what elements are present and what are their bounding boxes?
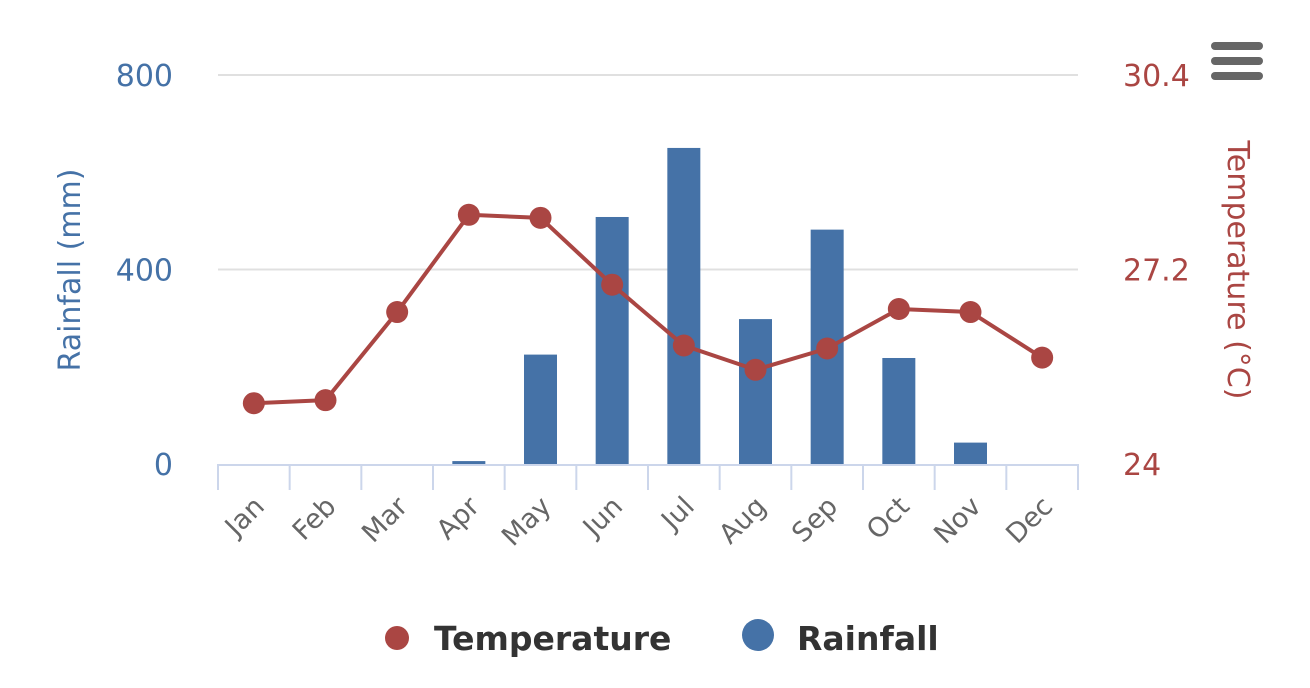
- y-left-tick-label: 400: [116, 254, 173, 289]
- menu-button[interactable]: [1211, 42, 1263, 80]
- legend-label-temperature: Temperature: [434, 619, 671, 658]
- rainfall-bar[interactable]: [739, 319, 772, 464]
- rainfall-bar[interactable]: [595, 216, 629, 464]
- temperature-point[interactable]: [744, 358, 767, 381]
- temperature-point[interactable]: [314, 389, 337, 412]
- legend: Temperature Rainfall: [385, 619, 939, 658]
- rainfall-bar[interactable]: [524, 354, 557, 464]
- temperature-point[interactable]: [959, 301, 982, 324]
- hamburger-menu-icon: [1211, 42, 1263, 80]
- y-left-tick-label: 0: [154, 448, 173, 483]
- temperature-point[interactable]: [386, 301, 409, 324]
- y-axis-left-title: Rainfall (mm): [53, 169, 88, 372]
- temperature-point[interactable]: [457, 203, 480, 226]
- legend-marker-rainfall: [742, 619, 774, 651]
- grid-lines: [218, 74, 1078, 271]
- temperature-point[interactable]: [887, 298, 910, 321]
- x-tick-label: Nov: [928, 491, 987, 550]
- rainfall-bar[interactable]: [452, 461, 486, 464]
- x-tick-label: May: [496, 491, 557, 552]
- y-axis-right-title: Temperature (°C): [1220, 140, 1255, 400]
- x-tick-label: Aug: [713, 491, 772, 550]
- temperature-point[interactable]: [529, 206, 552, 229]
- legend-item-rainfall[interactable]: Rainfall: [742, 619, 939, 658]
- legend-item-temperature[interactable]: Temperature: [385, 619, 671, 658]
- rainfall-bar[interactable]: [882, 357, 916, 464]
- axis-labels: 0 400 800 24 27.2 30.4 Jan Feb Mar Apr May Jun Jul Au…: [116, 59, 1190, 552]
- temperature-line-path: [253, 212, 1044, 406]
- x-tick-label: Mar: [356, 490, 415, 549]
- legend-label-rainfall: Rainfall: [797, 619, 939, 658]
- y-right-tick-label: 24: [1123, 448, 1161, 483]
- x-axis: [217, 464, 1079, 490]
- x-tick-label: Jun: [576, 491, 629, 544]
- x-tick-label: Oct: [861, 491, 916, 546]
- temperature-line: [242, 203, 1054, 415]
- y-left-tick-label: 800: [116, 59, 173, 94]
- y-right-tick-label: 30.4: [1123, 59, 1190, 94]
- x-tick-label: Feb: [287, 491, 343, 547]
- rainfall-bar[interactable]: [954, 442, 987, 464]
- y-right-tick-label: 27.2: [1123, 254, 1190, 289]
- x-tick-label: Jul: [654, 491, 700, 537]
- temperature-point[interactable]: [242, 392, 265, 415]
- x-tick-label: Sep: [786, 491, 844, 549]
- x-tick-label: Dec: [1000, 491, 1059, 550]
- temperature-point[interactable]: [672, 334, 695, 357]
- x-tick-label: Apr: [431, 490, 487, 546]
- temperature-point[interactable]: [1031, 346, 1054, 369]
- temperature-point[interactable]: [601, 273, 624, 296]
- rainfall-bars: [452, 147, 987, 464]
- rainfall-bar[interactable]: [667, 147, 701, 464]
- legend-marker-temperature: [385, 626, 409, 650]
- x-tick-label: Jan: [218, 491, 271, 544]
- temperature-point[interactable]: [816, 337, 839, 360]
